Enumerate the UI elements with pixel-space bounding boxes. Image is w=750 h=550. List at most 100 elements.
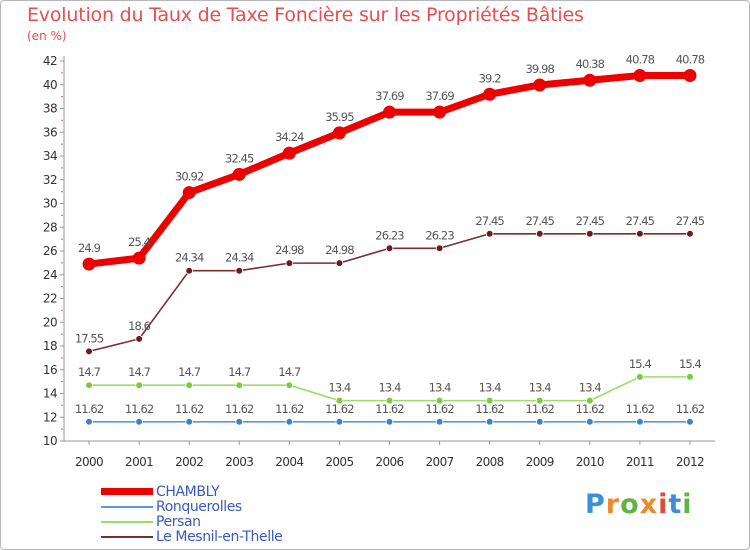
data-label-persan: 14.7 [278,365,301,379]
logo-letter: P [585,489,606,520]
data-point-chambly [82,257,96,271]
data-label-ronquerolles: 11.62 [75,402,104,416]
y-minor-tick [61,167,63,169]
y-tick-label: 16 [43,363,57,377]
x-tick-label: 2011 [626,455,654,469]
y-minor-tick [61,333,63,335]
data-point-persan [686,373,694,381]
data-point-le-mesnil-en-thelle [535,229,544,238]
data-label-persan: 14.7 [178,365,201,379]
data-point-persan [185,381,193,389]
y-tick-label: 38 [43,102,57,116]
data-point-persan [435,396,444,405]
logo-letter: t [668,489,683,520]
data-label-persan: 15.4 [629,357,652,371]
y-tick-label: 18 [43,339,57,353]
proxiti-logo: Proxiti [585,489,693,520]
y-minor-tick [61,214,63,217]
data-label-chambly: 37.69 [425,89,454,103]
y-minor-tick [61,428,63,430]
data-point-ronquerolles [335,417,344,426]
data-label-persan: 15.4 [679,357,702,371]
data-label-persan: 13.4 [378,381,401,395]
legend: CHAMBLY Ronquerolles Persan Le Mesnil-en-Th… [101,483,283,545]
data-point-chambly [282,146,296,160]
y-minor-tick [61,380,63,383]
y-tick-label: 30 [43,197,57,211]
y-tick-label: 36 [43,125,57,139]
data-point-le-mesnil-en-thelle [686,229,694,238]
data-label-ronquerolles: 11.62 [325,402,354,416]
data-label-chambly: 40.78 [626,52,655,66]
legend-swatch-ronquerolles [101,505,153,508]
x-tick-label: 2008 [476,455,504,469]
data-label-chambly: 40.38 [576,57,605,71]
data-point-le-mesnil-en-thelle [135,335,143,343]
logo-letter: o [620,489,640,520]
logo-letter: i [682,489,693,520]
data-label-persan: 13.4 [579,381,602,395]
data-label-ronquerolles: 11.62 [676,402,705,416]
logo-letter: r [605,489,621,520]
data-point-persan [335,396,344,405]
data-label-persan: 13.4 [529,381,552,395]
data-point-chambly [533,78,547,92]
x-tick-label: 2005 [325,455,353,469]
x-tick-label: 2002 [175,455,203,469]
y-minor-tick [61,404,63,407]
y-minor-tick [61,95,63,98]
data-label-ronquerolles: 11.62 [475,402,504,416]
data-label-chambly: 40.78 [676,52,705,66]
data-label-persan: 14.7 [128,365,151,379]
data-point-chambly [132,251,146,265]
data-point-le-mesnil-en-thelle [235,266,244,275]
data-point-ronquerolles [586,417,594,426]
x-tick-label: 2000 [75,455,103,469]
legend-label-le-mesnil-en-thelle: Le Mesnil-en-Thelle [156,528,283,545]
logo-letter: i [658,489,669,520]
data-label-chambly: 34.24 [275,130,304,144]
legend-label-ronquerolles: Ronquerolles [156,498,242,515]
x-tick-label: 2004 [275,455,303,469]
data-point-le-mesnil-en-thelle [385,244,394,253]
data-point-ronquerolles [185,417,193,426]
data-point-chambly [433,105,447,119]
y-tick-label: 12 [43,410,57,424]
chart-unit-label: (en %) [27,29,67,43]
y-tick-label: 10 [43,434,57,448]
data-label-persan: 13.4 [479,381,502,395]
y-minor-tick [61,309,63,312]
y-tick-label: 26 [43,244,57,258]
data-label-chambly: 39.98 [526,62,555,76]
data-point-le-mesnil-en-thelle [485,229,494,238]
data-label-le-mesnil-en-thelle: 24.34 [175,251,204,265]
data-label-le-mesnil-en-thelle: 26.23 [375,228,404,242]
data-label-le-mesnil-en-thelle: 26.23 [425,228,454,242]
x-tick-label: 2006 [375,455,403,469]
data-point-le-mesnil-en-thelle [185,266,193,275]
x-tick-label: 2010 [576,455,604,469]
y-minor-tick [61,238,63,240]
data-point-persan [586,396,594,405]
data-label-chambly: 25.4 [128,235,151,249]
y-tick-label: 40 [43,78,57,92]
data-point-ronquerolles [686,417,694,426]
data-point-persan [85,381,93,389]
data-label-persan: 13.4 [429,381,452,395]
x-tick-label: 2007 [426,455,454,469]
y-minor-tick [61,262,63,264]
data-label-le-mesnil-en-thelle: 27.45 [576,214,605,228]
legend-label-chambly: CHAMBLY [156,483,220,500]
y-minor-tick [61,357,63,359]
logo-letter: x [639,489,659,520]
data-label-persan: 14.7 [78,365,101,379]
data-point-ronquerolles [135,417,143,426]
legend-swatch-le-mesnil-en-thelle [101,535,153,538]
data-label-le-mesnil-en-thelle: 27.45 [526,214,555,228]
data-label-ronquerolles: 11.62 [275,402,304,416]
data-point-le-mesnil-en-thelle [335,259,344,267]
data-point-le-mesnil-en-thelle [85,347,93,356]
data-label-ronquerolles: 11.62 [175,402,204,416]
